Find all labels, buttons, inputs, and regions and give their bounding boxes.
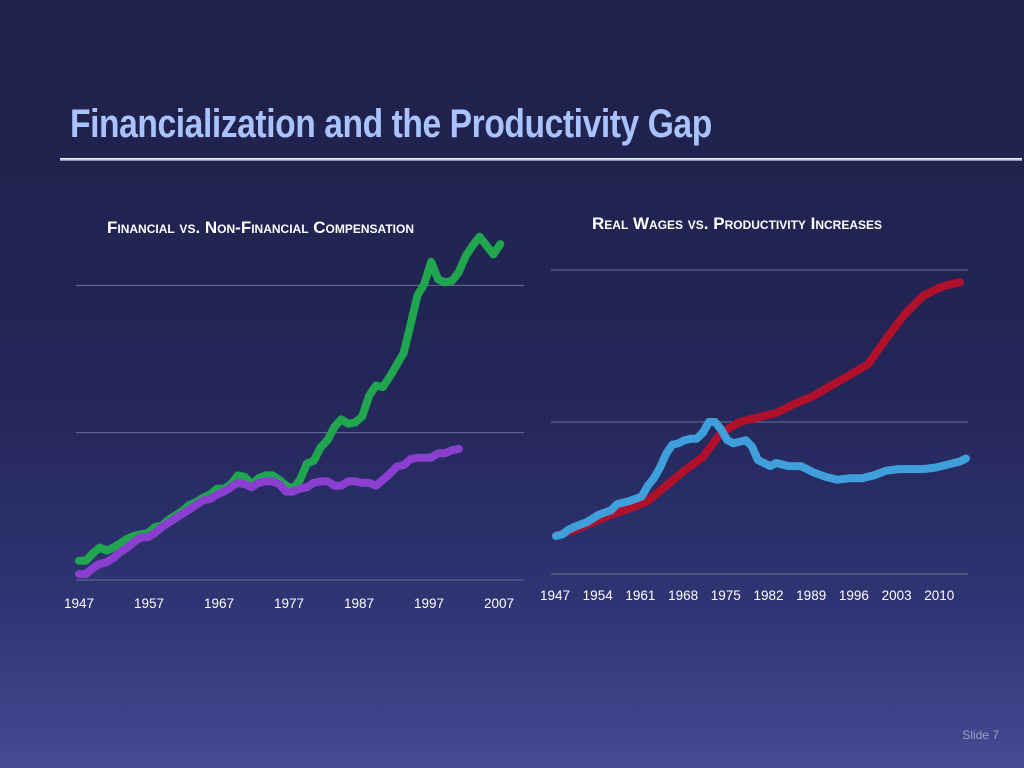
x-tick-label: 1996	[839, 588, 869, 603]
x-tick-label: 1954	[583, 588, 614, 603]
x-tick-label: 1967	[204, 596, 234, 611]
x-tick-label: 1997	[414, 596, 444, 611]
x-tick-label: 1947	[64, 596, 94, 611]
x-tick-label: 1982	[753, 588, 783, 603]
series-line-2	[552, 418, 970, 540]
chart-title-right: Real Wages vs. Productivity Increases	[592, 214, 883, 233]
x-tick-label: 1961	[625, 588, 655, 603]
series-line-1	[552, 278, 964, 540]
x-tick-label: 1989	[796, 588, 826, 603]
x-tick-label: 1957	[134, 596, 164, 611]
x-tick-label: 1975	[711, 588, 741, 603]
x-tick-label: 2010	[924, 588, 954, 603]
x-tick-label: 1947	[540, 588, 570, 603]
x-tick-label: 2003	[882, 588, 912, 603]
chart-title-left: Financial vs. Non-Financial Compensation	[107, 218, 414, 237]
x-tick-label: 1977	[274, 596, 304, 611]
x-tick-label: 1987	[344, 596, 374, 611]
x-tick-label: 2007	[484, 596, 514, 611]
series-line-2	[75, 444, 463, 579]
slide-title: Financialization and the Productivity Ga…	[70, 102, 712, 146]
title-divider	[60, 158, 1022, 161]
slide-number: Slide 7	[962, 728, 999, 742]
x-tick-label: 1968	[668, 588, 698, 603]
